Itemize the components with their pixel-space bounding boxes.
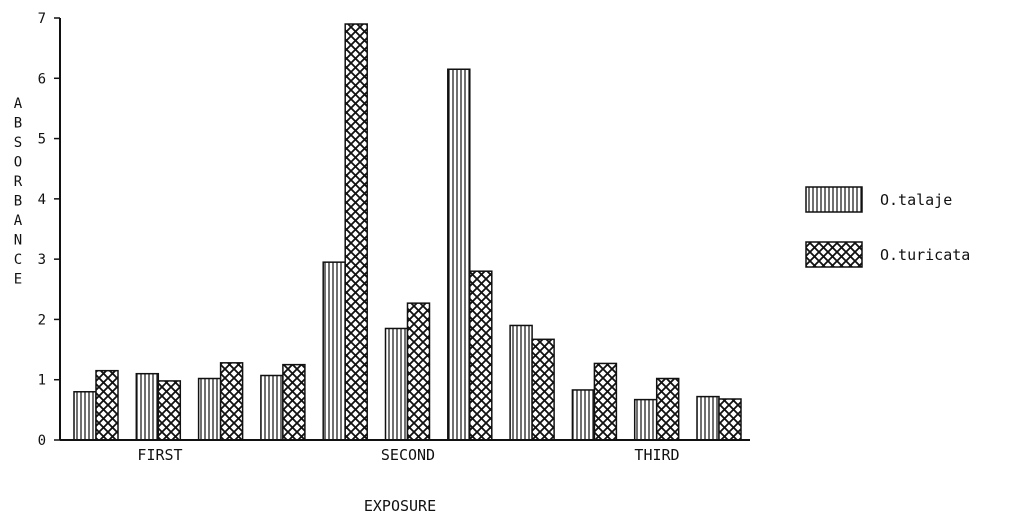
bar-turicata [718, 398, 742, 441]
y-tick-label: 7 [38, 11, 46, 27]
bar-turicata [344, 23, 368, 441]
legend-swatch-0 [805, 186, 863, 213]
legend-label-0: O.talaje [880, 191, 952, 209]
bar-talaje [73, 391, 97, 441]
y-tick-label: 0 [38, 433, 46, 449]
bar-talaje [384, 327, 409, 441]
y-axis-title-letter: O [14, 155, 22, 171]
group-label: THIRD [634, 446, 679, 464]
legend-item-0: O.talaje [805, 186, 952, 213]
x-axis-title: EXPOSURE [364, 497, 436, 515]
y-tick-label: 6 [38, 71, 46, 87]
y-axis-title-letter: B [14, 194, 22, 210]
y-axis-title-letter: S [14, 135, 22, 151]
y-tick-label: 5 [38, 132, 46, 148]
y-axis-title-letter: C [14, 252, 22, 268]
legend-label-1: O.turicata [880, 246, 970, 264]
y-axis-title-letter: N [14, 233, 22, 249]
y-axis-title-letter: R [14, 174, 23, 190]
legend-swatch-1 [805, 241, 863, 268]
y-tick-label: 1 [38, 373, 46, 389]
bar-turicata [406, 302, 431, 441]
y-axis-title-letter: A [14, 213, 23, 229]
y-tick-label: 2 [38, 312, 46, 328]
bar-talaje [633, 398, 658, 441]
bar-turicata [157, 380, 182, 441]
y-axis-title-letter: B [14, 116, 22, 132]
group-label: SECOND [381, 446, 435, 464]
y-tick-labels: 0 1 2 3 4 5 6 7 [38, 11, 46, 449]
group-label: FIRST [137, 446, 182, 464]
bar-talaje [447, 68, 471, 441]
bar-turicata [95, 369, 119, 441]
bar-turicata [593, 362, 618, 441]
y-axis-title-letter: A [14, 96, 23, 112]
bar-talaje [197, 377, 222, 441]
y-axis-title-letter: E [14, 272, 22, 288]
bar-talaje [322, 261, 346, 441]
bar-turicata [282, 363, 306, 441]
bar-talaje [260, 374, 284, 441]
bar-turicata [531, 338, 555, 441]
bar-turicata [469, 270, 493, 441]
bar-turicata [219, 362, 244, 441]
legend-item-1: O.turicata [805, 241, 970, 268]
bar-talaje [135, 372, 160, 441]
bar-talaje [696, 395, 720, 441]
bars-layer [73, 23, 742, 441]
y-tick-label: 3 [38, 252, 46, 268]
y-tick-label: 4 [38, 192, 46, 208]
bar-turicata [655, 377, 680, 441]
bar-talaje [509, 324, 533, 441]
legend: O.talaje O.turicata [805, 186, 970, 268]
group-labels: FIRST SECOND THIRD [137, 446, 679, 464]
y-ticks [54, 17, 60, 441]
bar-talaje [571, 389, 596, 441]
